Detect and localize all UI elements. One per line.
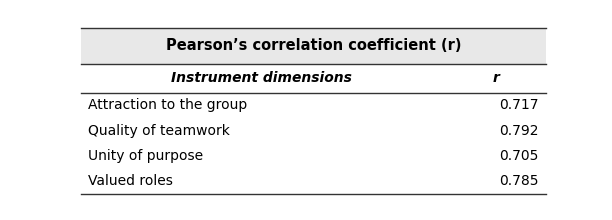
Text: 0.792: 0.792 bbox=[499, 124, 539, 138]
Text: Unity of purpose: Unity of purpose bbox=[88, 149, 203, 163]
Text: Quality of teamwork: Quality of teamwork bbox=[88, 124, 230, 138]
Text: Pearson’s correlation coefficient (r): Pearson’s correlation coefficient (r) bbox=[166, 38, 461, 53]
Text: Instrument dimensions: Instrument dimensions bbox=[171, 71, 352, 85]
Text: 0.705: 0.705 bbox=[499, 149, 539, 163]
Bar bbox=[81, 28, 546, 64]
Text: r: r bbox=[493, 71, 499, 85]
Text: 0.785: 0.785 bbox=[499, 174, 539, 189]
Text: 0.717: 0.717 bbox=[499, 99, 539, 112]
Text: Attraction to the group: Attraction to the group bbox=[88, 99, 248, 112]
Text: Valued roles: Valued roles bbox=[88, 174, 173, 189]
